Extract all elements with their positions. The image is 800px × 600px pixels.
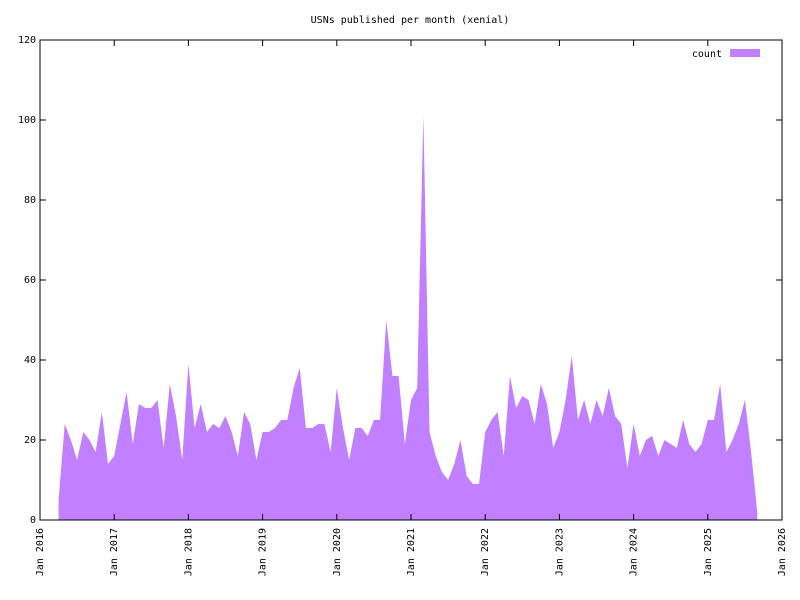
x-tick-label: Jan 2020 <box>332 528 343 576</box>
y-tick-label: 60 <box>24 275 36 286</box>
y-tick-label: 100 <box>18 115 36 126</box>
x-tick-label: Jan 2019 <box>258 528 269 576</box>
legend-swatch <box>730 49 760 57</box>
legend-label: count <box>692 49 722 60</box>
y-tick-label: 20 <box>24 435 36 446</box>
y-tick-label: 0 <box>30 515 36 526</box>
x-tick-label: Jan 2022 <box>480 528 491 576</box>
x-tick-label: Jan 2026 <box>777 528 788 576</box>
area <box>58 116 758 520</box>
x-tick-label: Jan 2023 <box>554 528 565 576</box>
x-tick-label: Jan 2024 <box>629 528 640 576</box>
x-tick-label: Jan 2025 <box>703 528 714 576</box>
x-tick-label: Jan 2021 <box>406 528 417 576</box>
y-tick-label: 80 <box>24 195 36 206</box>
x-tick-label: Jan 2016 <box>35 528 46 576</box>
x-tick-label: Jan 2018 <box>183 528 194 576</box>
x-tick-label: Jan 2017 <box>109 528 120 576</box>
chart-title: USNs published per month (xenial) <box>311 15 510 26</box>
y-tick-label: 120 <box>18 35 36 46</box>
y-tick-label: 40 <box>24 355 36 366</box>
